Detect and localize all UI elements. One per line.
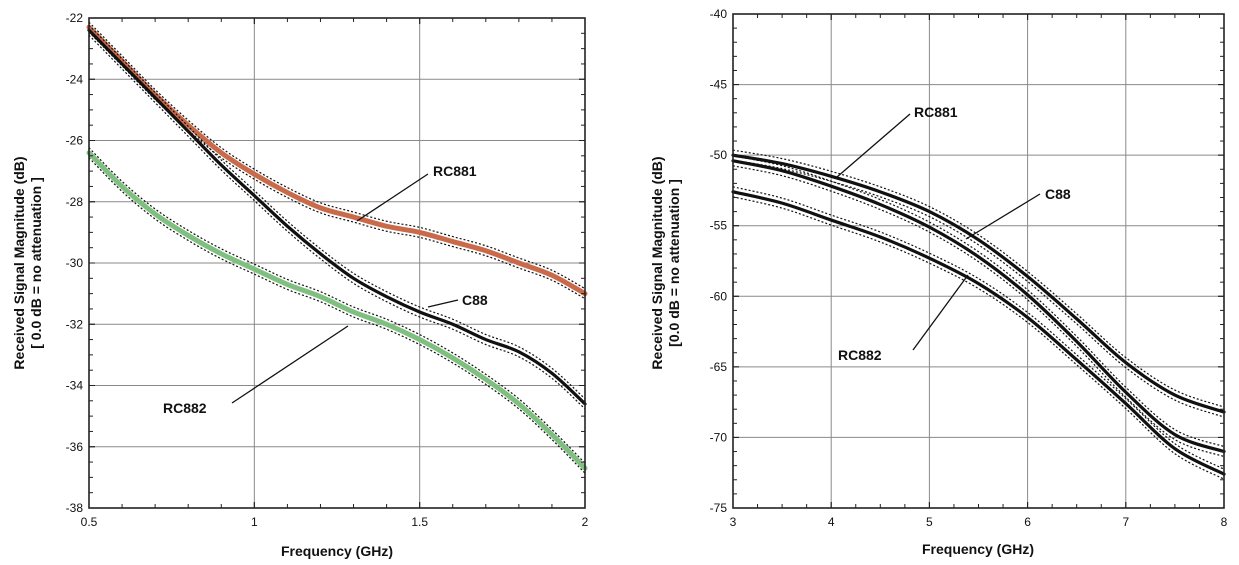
left-leader-c88 bbox=[427, 299, 459, 308]
left-y-axis-title-line2: [ 0.0 dB = no attenuation ] bbox=[28, 177, 44, 349]
right-y-axis-title-line2: [0.0 dB = no attenuation ] bbox=[666, 179, 682, 347]
left-y-tick-label: -38 bbox=[66, 501, 84, 515]
left-x-tick-label: 1 bbox=[251, 515, 258, 529]
right-y-tick-label: -70 bbox=[710, 430, 728, 444]
right-y-tick-label: -75 bbox=[710, 501, 728, 515]
right-y-tick-label: -50 bbox=[710, 148, 728, 162]
right-y-tick-label: -55 bbox=[710, 219, 728, 233]
right-x-tick-label: 6 bbox=[1024, 515, 1031, 529]
right-series-c88-upper-bound bbox=[732, 155, 1225, 448]
right-y-tick-label: -45 bbox=[710, 78, 728, 92]
left-y-tick-label: -36 bbox=[66, 440, 84, 454]
right-series-rc881-lower-bound bbox=[732, 159, 1225, 418]
left-leader-rc881 bbox=[356, 173, 429, 222]
left-series-rc882-upper-bound bbox=[88, 147, 586, 464]
right-series-rc881 bbox=[731, 153, 1226, 414]
right-annotation-c88: C88 bbox=[1045, 186, 1071, 202]
right-leader-c88 bbox=[965, 193, 1041, 240]
right-plot-frame bbox=[732, 13, 1225, 509]
left-y-tick-label: -22 bbox=[66, 11, 84, 25]
left-x-tick-label: 2 bbox=[582, 515, 589, 529]
left-y-tick-label: -32 bbox=[66, 317, 84, 331]
right-y-axis-title-line1: Received Signal Magnitude (dB) bbox=[649, 156, 665, 369]
left-annotation-rc881: RC881 bbox=[433, 163, 477, 179]
right-series-c88-lower-bound bbox=[732, 165, 1225, 458]
left-series-c88 bbox=[87, 28, 587, 406]
right-x-axis-title: Frequency (GHz) bbox=[922, 541, 1034, 557]
left-y-tick-label: -30 bbox=[66, 256, 84, 270]
left-y-tick-label: -26 bbox=[66, 134, 84, 148]
left-x-tick-label: 1.5 bbox=[411, 515, 428, 529]
right-annotation-rc881: RC881 bbox=[914, 104, 958, 120]
right-x-tick-label: 5 bbox=[926, 515, 933, 529]
left-y-tick-label: -28 bbox=[66, 195, 84, 209]
right-series-rc881-upper-bound bbox=[732, 149, 1225, 408]
right-y-tick-label: -60 bbox=[710, 289, 728, 303]
left-series-rc882 bbox=[86, 150, 588, 471]
right-series-c88 bbox=[731, 159, 1226, 454]
left-y-axis-title-line1: Received Signal Magnitude (dB) bbox=[11, 156, 27, 369]
left-series-rc881 bbox=[86, 24, 588, 297]
right-x-tick-label: 7 bbox=[1122, 515, 1129, 529]
right-x-tick-label: 4 bbox=[828, 515, 835, 529]
right-chart: 3 4 5 6 7 8 -40 -45 -50 -55 -60 -65 -70 -75 Frequency… bbox=[649, 7, 1228, 557]
left-x-axis-title: Frequency (GHz) bbox=[281, 543, 393, 559]
right-series-rc882 bbox=[731, 190, 1226, 476]
right-y-tick-label: -65 bbox=[710, 360, 728, 374]
right-x-tick-label: 8 bbox=[1221, 515, 1228, 529]
left-series-rc881-upper-bound bbox=[88, 21, 586, 290]
right-annotation-rc882: RC882 bbox=[838, 347, 882, 363]
right-y-tick-label: -40 bbox=[710, 7, 728, 21]
left-y-tick-label: -34 bbox=[66, 379, 84, 393]
left-series-rc882-lower-bound bbox=[88, 157, 586, 474]
right-leader-rc881 bbox=[836, 113, 911, 178]
left-annotation-rc882: RC882 bbox=[163, 400, 207, 416]
left-leader-rc882 bbox=[231, 325, 349, 404]
left-annotation-c88: C88 bbox=[462, 292, 488, 308]
left-x-tick-label: 0.5 bbox=[81, 515, 98, 529]
left-chart: 0.5 1 1.5 2 -22 -24 -26 -28 -30 -32 -34 -36 -38 Freq… bbox=[11, 11, 589, 559]
right-x-tick-label: 3 bbox=[730, 515, 737, 529]
left-y-tick-label: -24 bbox=[66, 72, 84, 86]
right-leader-rc882 bbox=[912, 274, 969, 351]
